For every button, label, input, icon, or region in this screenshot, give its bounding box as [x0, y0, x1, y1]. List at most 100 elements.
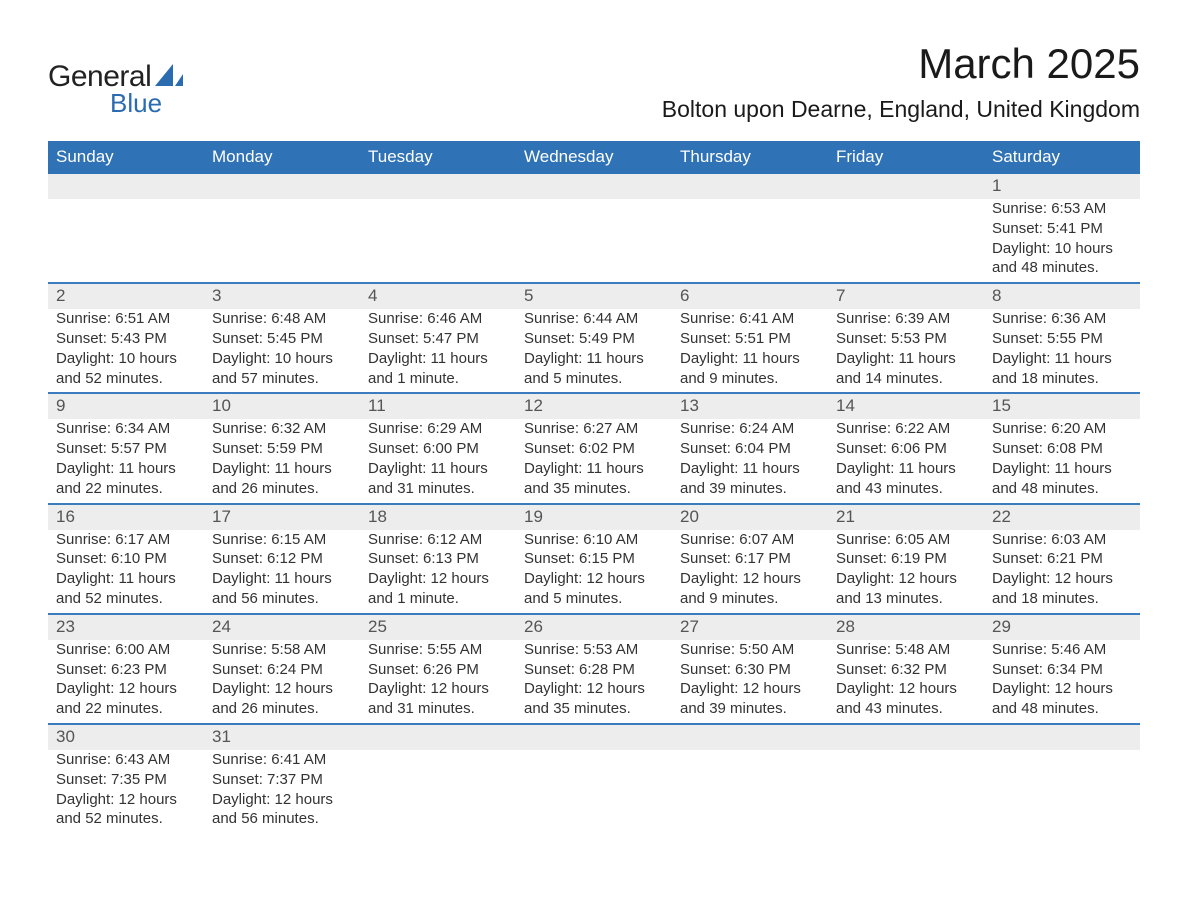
day-cell: Sunrise: 6:39 AMSunset: 5:53 PMDaylight:…	[828, 309, 984, 392]
day-cell	[672, 750, 828, 833]
sunrise-text: Sunrise: 6:32 AM	[212, 419, 352, 439]
sunset-text: Sunset: 5:59 PM	[212, 439, 352, 459]
location-subtitle: Bolton upon Dearne, England, United King…	[662, 96, 1140, 123]
day-cell: Sunrise: 6:41 AMSunset: 7:37 PMDaylight:…	[204, 750, 360, 833]
sunset-text: Sunset: 6:15 PM	[524, 549, 664, 569]
day-number: 21	[828, 505, 984, 530]
day-number	[48, 174, 204, 199]
daylight-text: Daylight: 11 hours	[992, 459, 1132, 479]
daylight-text: Daylight: 10 hours	[56, 349, 196, 369]
day-number	[984, 725, 1140, 750]
daylight-text: Daylight: 11 hours	[524, 459, 664, 479]
day-cell: Sunrise: 6:36 AMSunset: 5:55 PMDaylight:…	[984, 309, 1140, 392]
sunset-text: Sunset: 7:37 PM	[212, 770, 352, 790]
day-number: 28	[828, 615, 984, 640]
daylight-text: Daylight: 11 hours	[836, 459, 976, 479]
day-cell: Sunrise: 6:12 AMSunset: 6:13 PMDaylight:…	[360, 530, 516, 613]
sunset-text: Sunset: 6:28 PM	[524, 660, 664, 680]
daylight-text: and 35 minutes.	[524, 699, 664, 719]
daynum-row: 1	[48, 174, 1140, 199]
sunset-text: Sunset: 6:17 PM	[680, 549, 820, 569]
logo: General Blue	[48, 60, 183, 119]
daylight-text: Daylight: 12 hours	[836, 679, 976, 699]
day-number: 7	[828, 284, 984, 309]
sunrise-text: Sunrise: 6:46 AM	[368, 309, 508, 329]
daylight-text: Daylight: 11 hours	[680, 349, 820, 369]
daylight-text: Daylight: 12 hours	[992, 569, 1132, 589]
day-number: 8	[984, 284, 1140, 309]
calendar: Sunday Monday Tuesday Wednesday Thursday…	[48, 141, 1140, 833]
daylight-text: Daylight: 11 hours	[680, 459, 820, 479]
sunrise-text: Sunrise: 6:03 AM	[992, 530, 1132, 550]
sunset-text: Sunset: 6:12 PM	[212, 549, 352, 569]
daylight-text: Daylight: 11 hours	[212, 459, 352, 479]
day-cell: Sunrise: 5:53 AMSunset: 6:28 PMDaylight:…	[516, 640, 672, 723]
day-cell	[516, 750, 672, 833]
daylight-text: Daylight: 12 hours	[56, 679, 196, 699]
day-cell: Sunrise: 6:27 AMSunset: 6:02 PMDaylight:…	[516, 419, 672, 502]
day-cell: Sunrise: 6:29 AMSunset: 6:00 PMDaylight:…	[360, 419, 516, 502]
day-number: 23	[48, 615, 204, 640]
day-cell: Sunrise: 5:48 AMSunset: 6:32 PMDaylight:…	[828, 640, 984, 723]
daylight-text: and 13 minutes.	[836, 589, 976, 609]
day-number: 22	[984, 505, 1140, 530]
sunrise-text: Sunrise: 6:29 AM	[368, 419, 508, 439]
daylight-text: and 31 minutes.	[368, 479, 508, 499]
sunset-text: Sunset: 6:10 PM	[56, 549, 196, 569]
daylight-text: Daylight: 11 hours	[992, 349, 1132, 369]
sunset-text: Sunset: 5:43 PM	[56, 329, 196, 349]
sunrise-text: Sunrise: 5:55 AM	[368, 640, 508, 660]
daylight-text: Daylight: 10 hours	[992, 239, 1132, 259]
sunrise-text: Sunrise: 6:51 AM	[56, 309, 196, 329]
sunrise-text: Sunrise: 6:36 AM	[992, 309, 1132, 329]
day-number	[516, 174, 672, 199]
sunset-text: Sunset: 6:34 PM	[992, 660, 1132, 680]
sunset-text: Sunset: 6:08 PM	[992, 439, 1132, 459]
day-number: 14	[828, 394, 984, 419]
day-cell: Sunrise: 5:55 AMSunset: 6:26 PMDaylight:…	[360, 640, 516, 723]
day-number: 18	[360, 505, 516, 530]
day-number: 26	[516, 615, 672, 640]
day-number: 25	[360, 615, 516, 640]
day-cell: Sunrise: 6:00 AMSunset: 6:23 PMDaylight:…	[48, 640, 204, 723]
sunset-text: Sunset: 6:24 PM	[212, 660, 352, 680]
daylight-text: and 18 minutes.	[992, 589, 1132, 609]
day-number: 3	[204, 284, 360, 309]
daylight-text: Daylight: 11 hours	[836, 349, 976, 369]
daylight-text: Daylight: 12 hours	[524, 679, 664, 699]
daylight-text: and 31 minutes.	[368, 699, 508, 719]
sunset-text: Sunset: 5:45 PM	[212, 329, 352, 349]
day-cell: Sunrise: 6:20 AMSunset: 6:08 PMDaylight:…	[984, 419, 1140, 502]
daynum-row: 3031	[48, 725, 1140, 750]
weekday-header: Monday	[204, 141, 360, 174]
weekday-header: Sunday	[48, 141, 204, 174]
month-title: March 2025	[662, 40, 1140, 88]
daylight-text: Daylight: 12 hours	[368, 679, 508, 699]
daylight-text: and 48 minutes.	[992, 699, 1132, 719]
title-block: March 2025 Bolton upon Dearne, England, …	[662, 40, 1140, 123]
daylight-text: and 56 minutes.	[212, 809, 352, 829]
daylight-text: and 52 minutes.	[56, 369, 196, 389]
day-number	[828, 174, 984, 199]
day-number: 19	[516, 505, 672, 530]
day-cell	[516, 199, 672, 282]
day-cell: Sunrise: 6:34 AMSunset: 5:57 PMDaylight:…	[48, 419, 204, 502]
daylight-text: Daylight: 12 hours	[212, 790, 352, 810]
day-number	[516, 725, 672, 750]
day-cell: Sunrise: 6:48 AMSunset: 5:45 PMDaylight:…	[204, 309, 360, 392]
sunset-text: Sunset: 5:55 PM	[992, 329, 1132, 349]
sunrise-text: Sunrise: 6:27 AM	[524, 419, 664, 439]
daylight-text: Daylight: 12 hours	[368, 569, 508, 589]
day-cell	[204, 199, 360, 282]
daynum-row: 2345678	[48, 284, 1140, 309]
sunrise-text: Sunrise: 6:22 AM	[836, 419, 976, 439]
daynum-row: 16171819202122	[48, 505, 1140, 530]
sunrise-text: Sunrise: 5:58 AM	[212, 640, 352, 660]
sunrise-text: Sunrise: 6:34 AM	[56, 419, 196, 439]
day-cell: Sunrise: 5:58 AMSunset: 6:24 PMDaylight:…	[204, 640, 360, 723]
daylight-text: and 39 minutes.	[680, 699, 820, 719]
daylight-text: Daylight: 12 hours	[680, 569, 820, 589]
daylight-text: Daylight: 11 hours	[368, 349, 508, 369]
day-number: 31	[204, 725, 360, 750]
day-cell	[48, 199, 204, 282]
